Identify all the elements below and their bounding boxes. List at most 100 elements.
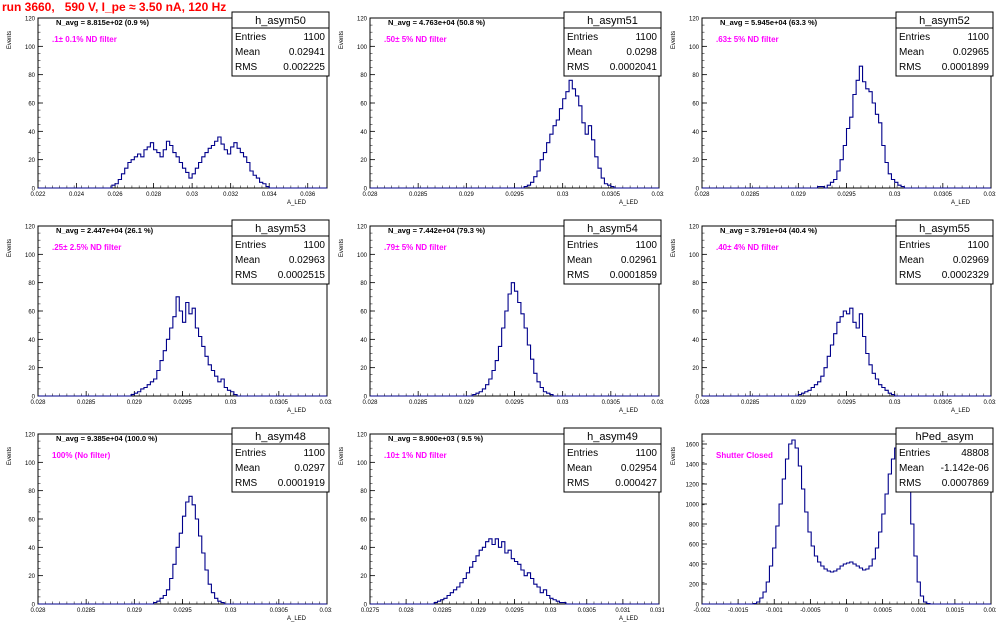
- y-tick-label: 60: [692, 310, 699, 316]
- x-tick-label: 0.028: [146, 192, 162, 198]
- x-tick-label: 0.0285: [433, 608, 452, 614]
- stats-entries-value: 1100: [303, 32, 325, 43]
- filter-label: .10± 1% ND filter: [384, 451, 447, 460]
- stats-rms-value: 0.0007869: [942, 478, 990, 489]
- y-tick-label: 120: [689, 225, 700, 231]
- stats-entries-label: Entries: [567, 448, 598, 459]
- histogram-name: h_asym48: [255, 431, 306, 443]
- y-tick-label: 1000: [686, 503, 700, 509]
- x-tick-label: 0.029: [127, 608, 143, 614]
- filter-label: .40± 4% ND filter: [716, 243, 779, 252]
- stats-box: [895, 219, 994, 285]
- x-tick-label: 0.029: [791, 400, 807, 406]
- stats-entries-label: Entries: [235, 32, 266, 43]
- histogram-name: h_asym55: [919, 223, 970, 235]
- stats-box: [563, 427, 662, 493]
- y-tick-label: 100: [357, 461, 368, 467]
- y-tick-label: 20: [692, 158, 699, 164]
- x-tick-label: 0.001: [911, 608, 927, 614]
- stats-mean-value: 0.02961: [621, 255, 658, 266]
- x-tick-label: 0.028: [694, 192, 710, 198]
- histogram-panel-h_asym51: 0 20 40 60 80 100 120 0.028 0.0285 0.029 0.0295 0.0…: [339, 11, 664, 206]
- histogram-line: [702, 439, 991, 605]
- y-axis-title: Events: [671, 447, 677, 465]
- stats-mean-label: Mean: [235, 463, 260, 474]
- x-tick-label: 0.0295: [837, 400, 856, 406]
- y-axis-title: Events: [7, 239, 13, 257]
- x-tick-label: 0.03: [557, 400, 569, 406]
- page-title: run 3660, 590 V, I_pe ≈ 3.50 nA, 120 Hz: [2, 0, 227, 14]
- y-tick-label: 0: [696, 603, 700, 609]
- stats-rms-value: 0.000427: [615, 478, 657, 489]
- y-tick-label: 0: [696, 395, 700, 401]
- stats-entries-value: 48808: [961, 448, 989, 459]
- histogram-line: [370, 79, 659, 189]
- filter-label: .25± 2.5% ND filter: [52, 243, 121, 252]
- x-tick-label: 0.034: [262, 192, 278, 198]
- y-tick-label: 100: [25, 45, 36, 51]
- stats-mean-label: Mean: [899, 255, 924, 266]
- y-tick-label: 200: [689, 583, 700, 589]
- stats-entries-label: Entries: [899, 448, 930, 459]
- y-tick-label: 100: [689, 45, 700, 51]
- x-tick-label: 0.0275: [361, 608, 380, 614]
- filter-label: .63± 5% ND filter: [716, 35, 779, 44]
- y-tick-label: 100: [25, 461, 36, 467]
- x-tick-label: 0.031: [983, 400, 996, 406]
- x-tick-label: 0.0295: [505, 192, 524, 198]
- stats-box: [895, 11, 994, 77]
- x-tick-label: 0.028: [30, 608, 46, 614]
- stats-mean-value: 0.02963: [289, 255, 326, 266]
- histogram-name: h_asym49: [587, 431, 638, 443]
- y-tick-label: 80: [692, 281, 699, 287]
- stats-entries-value: 1100: [303, 448, 325, 459]
- x-tick-label: 0.03: [889, 400, 901, 406]
- y-axis-title: Events: [7, 31, 13, 49]
- histogram-name: h_asym53: [255, 223, 306, 235]
- y-tick-label: 800: [689, 523, 700, 529]
- y-tick-label: 120: [357, 225, 368, 231]
- stats-box: [231, 219, 330, 285]
- stats-rms-value: 0.002225: [283, 62, 325, 73]
- stats-mean-label: Mean: [235, 47, 260, 58]
- y-tick-label: 60: [28, 518, 35, 524]
- y-tick-label: 0: [364, 187, 368, 193]
- histogram-panel-h_asym54: 0 20 40 60 80 100 120 0.028 0.0285 0.029 0.0295 0.0…: [339, 219, 664, 414]
- x-tick-label: 0.0315: [650, 608, 664, 614]
- histogram-line: [38, 296, 327, 397]
- stats-entries-value: 1100: [635, 448, 657, 459]
- x-tick-label: 0.028: [399, 608, 415, 614]
- y-tick-label: 40: [360, 338, 367, 344]
- stats-rms-value: 0.0002515: [278, 270, 326, 281]
- y-tick-label: 40: [28, 338, 35, 344]
- x-tick-label: 0.022: [30, 192, 46, 198]
- stats-mean-label: Mean: [899, 47, 924, 58]
- stats-rms-label: RMS: [567, 62, 590, 73]
- y-tick-label: 40: [28, 130, 35, 136]
- x-tick-label: 0.03: [225, 400, 237, 406]
- histogram-panel-h_asym49: 0 20 40 60 80 100 120 0.0275 0.028 0.0285 0.029 0.0…: [339, 427, 664, 622]
- x-tick-label: 0.0305: [602, 400, 621, 406]
- stats-box: [895, 427, 994, 493]
- stats-entries-value: 1100: [635, 240, 657, 251]
- x-axis-title: A_LED: [287, 408, 307, 414]
- y-tick-label: 20: [28, 158, 35, 164]
- x-tick-label: 0.032: [223, 192, 239, 198]
- y-tick-label: 0: [32, 603, 36, 609]
- x-tick-label: 0.0285: [77, 400, 96, 406]
- y-tick-label: 60: [28, 310, 35, 316]
- stats-entries-label: Entries: [899, 240, 930, 251]
- stats-rms-value: 0.0001899: [942, 62, 990, 73]
- y-tick-label: 40: [692, 130, 699, 136]
- y-tick-label: 80: [360, 489, 367, 495]
- stats-rms-value: 0.0001859: [610, 270, 658, 281]
- x-tick-label: 0.0285: [409, 400, 428, 406]
- stats-mean-label: Mean: [899, 463, 924, 474]
- x-tick-label: 0.0015: [946, 608, 965, 614]
- stats-mean-label: Mean: [567, 463, 592, 474]
- stats-entries-value: 1100: [635, 32, 657, 43]
- x-tick-label: 0.03: [557, 192, 569, 198]
- x-tick-label: 0.0295: [505, 608, 524, 614]
- navg-label: N_avg = 5.945e+04 (63.3 %): [720, 18, 818, 27]
- y-tick-label: 0: [364, 395, 368, 401]
